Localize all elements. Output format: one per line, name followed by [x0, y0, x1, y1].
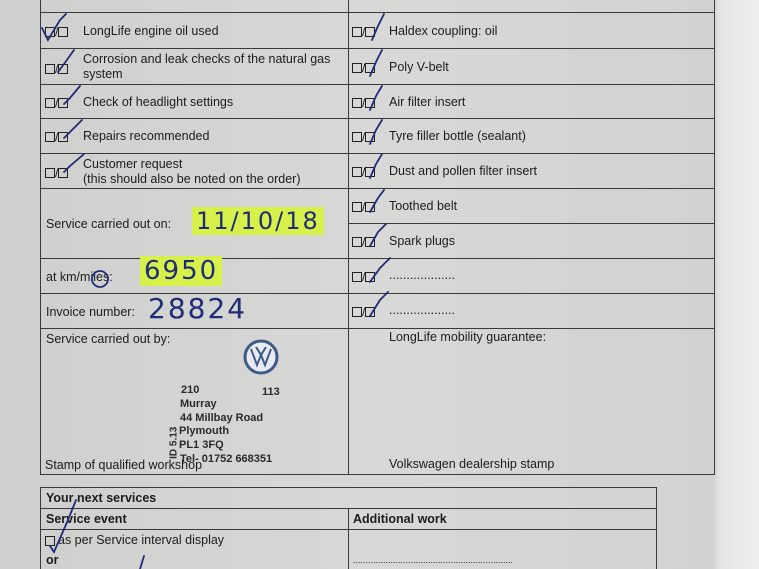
checkbox-pair[interactable]: /: [352, 305, 376, 319]
stamp-side: ID 5.13: [168, 426, 180, 459]
stamp-city: Plymouth: [179, 425, 230, 437]
row-line: [40, 48, 715, 49]
stamp-phone: Tel- 01752 668351: [180, 453, 273, 465]
pen-stroke: [139, 555, 145, 569]
stamp-code1: 210: [181, 384, 200, 396]
stamp-street: 44 Millbay Road: [180, 412, 264, 424]
item-label: Air filter insert: [389, 95, 466, 109]
item-label: Corrosion and leak checks of the natural…: [83, 52, 331, 66]
table-border-bottom: [40, 474, 715, 475]
table-border-left: [40, 0, 41, 475]
stamp-code2: 113: [262, 386, 280, 398]
row-line: [40, 118, 715, 119]
carried-by-label: Service carried out by:: [46, 332, 171, 346]
next-table-right: [656, 487, 657, 569]
item-label-2: (this should also be noted on the order): [83, 172, 301, 186]
item-label: Haldex coupling: oil: [389, 24, 498, 38]
service-event-header: Service event: [46, 512, 127, 526]
item-label: Repairs recommended: [83, 129, 210, 143]
checkbox-pair[interactable]: /: [45, 96, 69, 110]
checkbox-pair[interactable]: /: [352, 25, 376, 39]
checkbox-pair[interactable]: /: [45, 62, 69, 76]
additional-work-line: ........................................…: [353, 555, 514, 565]
checkbox-pair[interactable]: /: [352, 200, 376, 214]
checkbox-pair[interactable]: /: [352, 165, 376, 179]
row-line: [40, 153, 715, 154]
invoice-value: 28824: [148, 292, 248, 325]
or-label: or: [46, 553, 59, 567]
invoice-label: Invoice number:: [46, 305, 135, 319]
item-blank: ...................: [389, 303, 455, 317]
row-line: [40, 84, 715, 85]
item-blank: ...................: [389, 268, 455, 282]
row-line: [348, 223, 715, 224]
checkbox-pair[interactable]: /: [352, 96, 376, 110]
checkbox-pair[interactable]: /: [352, 270, 376, 284]
stamp-name: Murray: [180, 398, 217, 410]
item-label: Toothed belt: [389, 199, 458, 213]
service-date-value: 11/10/18: [192, 207, 324, 235]
table-border-top: [40, 12, 715, 13]
km-value: 6950: [140, 256, 223, 286]
row-line: [40, 188, 715, 189]
checkbox-pair[interactable]: /: [352, 130, 376, 144]
next-table-left: [40, 487, 41, 569]
column-divider: [348, 508, 349, 569]
stamp-postcode: PL1 3FQ: [179, 439, 224, 451]
item-label: Customer request: [83, 157, 183, 171]
checkbox-pair[interactable]: /: [45, 25, 69, 39]
item-label: Poly V-belt: [389, 60, 449, 74]
next-services-title: Your next services: [46, 491, 157, 505]
next-table-top: [40, 487, 657, 488]
table-border-right: [714, 0, 715, 475]
vw-logo-icon: [243, 339, 279, 375]
interval-option: as per Service interval display: [58, 533, 225, 547]
item-label: Spark plugs: [389, 234, 456, 248]
checkbox-pair[interactable]: /: [352, 61, 376, 75]
dealer-stamp-label: Volkswagen dealership stamp: [389, 457, 555, 471]
checkbox-pair[interactable]: /: [45, 130, 69, 144]
guarantee-label: LongLife mobility guarantee:: [389, 330, 547, 344]
km-label: at km/miles:: [46, 270, 113, 284]
row-line: [40, 328, 715, 329]
row-line: [40, 293, 715, 294]
interval-checkbox[interactable]: [45, 534, 55, 548]
additional-work-header: Additional work: [353, 512, 447, 526]
item-label: Tyre filler bottle (sealant): [389, 129, 526, 143]
item-label: Dust and pollen filter insert: [389, 164, 537, 178]
checkbox-pair[interactable]: /: [352, 235, 376, 249]
item-label: Check of headlight settings: [83, 95, 234, 109]
checkbox-pair[interactable]: /: [45, 166, 69, 180]
service-date-label: Service carried out on:: [46, 217, 172, 231]
column-divider: [348, 0, 349, 475]
item-label-2: system: [83, 67, 123, 81]
item-label: LongLife engine oil used: [83, 24, 219, 38]
workshop-stamp-label: Stamp of qualified workshop: [45, 458, 203, 472]
